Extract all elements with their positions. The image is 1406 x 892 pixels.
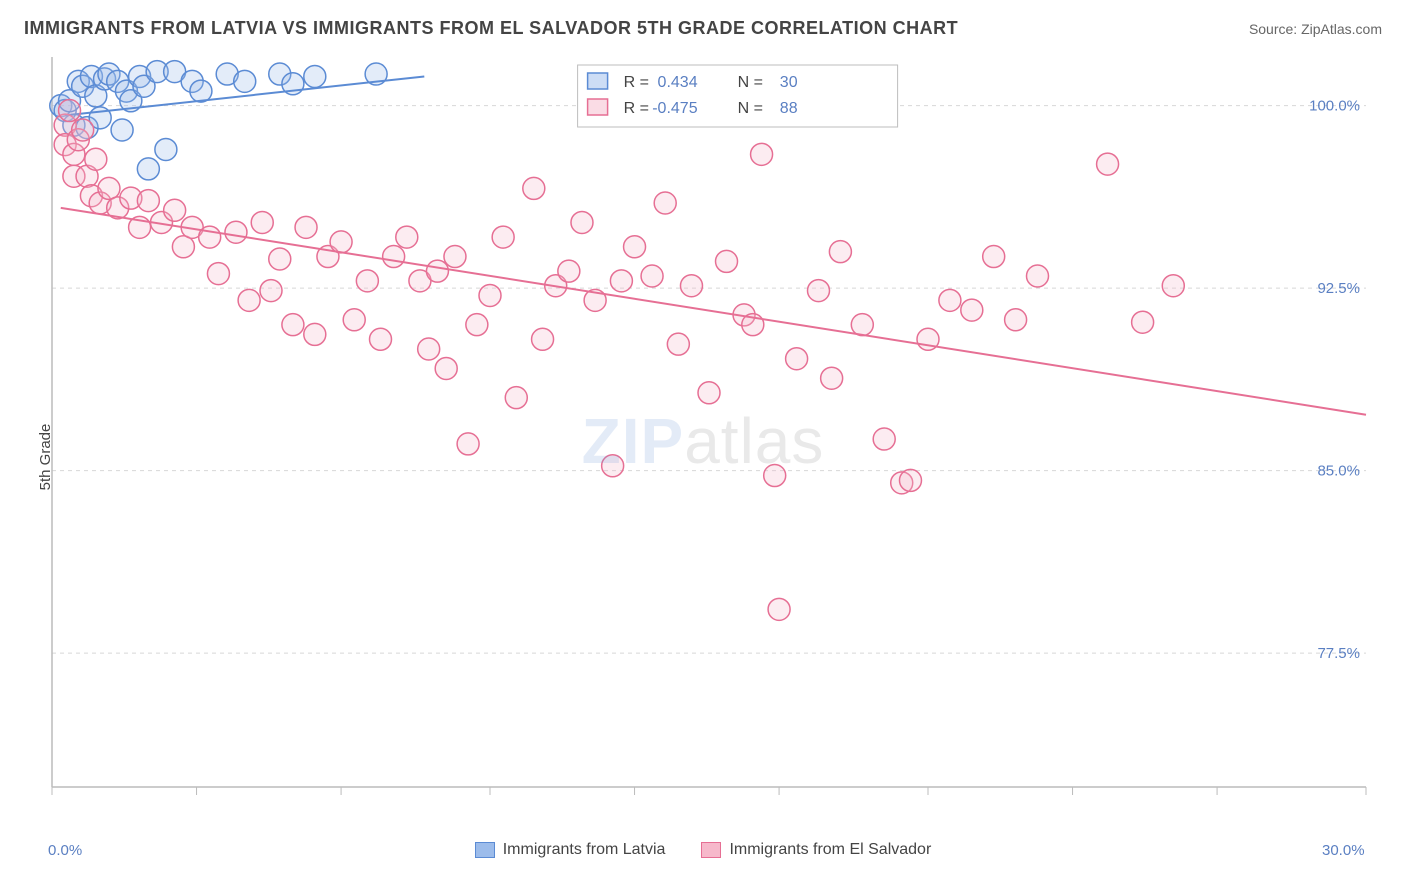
svg-text:N =: N =: [738, 74, 763, 91]
chart-title: IMMIGRANTS FROM LATVIA VS IMMIGRANTS FRO…: [24, 18, 958, 39]
chart-area: 5th Grade ZIPatlas 77.5%85.0%92.5%100.0%…: [0, 47, 1406, 867]
svg-text:88: 88: [780, 100, 798, 117]
x-tick-label-max: 30.0%: [1322, 842, 1365, 859]
source-prefix: Source:: [1249, 21, 1301, 37]
svg-text:R =: R =: [624, 74, 649, 91]
y-axis-label: 5th Grade: [37, 424, 54, 491]
svg-text:0.434: 0.434: [658, 74, 698, 91]
svg-text:30: 30: [780, 74, 798, 91]
x-tick-label-min: 0.0%: [48, 842, 82, 859]
svg-text:92.5%: 92.5%: [1317, 280, 1360, 297]
source-attribution: Source: ZipAtlas.com: [1249, 21, 1382, 37]
header: IMMIGRANTS FROM LATVIA VS IMMIGRANTS FRO…: [0, 0, 1406, 47]
legend-item-latvia: Immigrants from Latvia: [475, 841, 666, 859]
swatch-elsalvador: [701, 842, 721, 858]
svg-text:77.5%: 77.5%: [1317, 645, 1360, 662]
source-name: ZipAtlas.com: [1301, 21, 1382, 37]
legend-item-elsalvador: Immigrants from El Salvador: [701, 841, 931, 859]
svg-text:-0.475: -0.475: [652, 100, 697, 117]
svg-text:N =: N =: [738, 100, 763, 117]
svg-text:100.0%: 100.0%: [1309, 98, 1360, 115]
scatter-plot-svg: 77.5% 85.0% 92.5% 100.0% R = 0.434 N = 30 R =-0.…: [0, 47, 1406, 867]
bottom-legend: Immigrants from Latvia Immigrants from E…: [0, 841, 1406, 859]
legend-label-elsalvador: Immigrants from El Salvador: [729, 841, 931, 859]
legend-label-latvia: Immigrants from Latvia: [503, 841, 666, 859]
svg-text:85.0%: 85.0%: [1317, 463, 1360, 480]
svg-text:R =: R =: [624, 100, 649, 117]
swatch-latvia: [475, 842, 495, 858]
